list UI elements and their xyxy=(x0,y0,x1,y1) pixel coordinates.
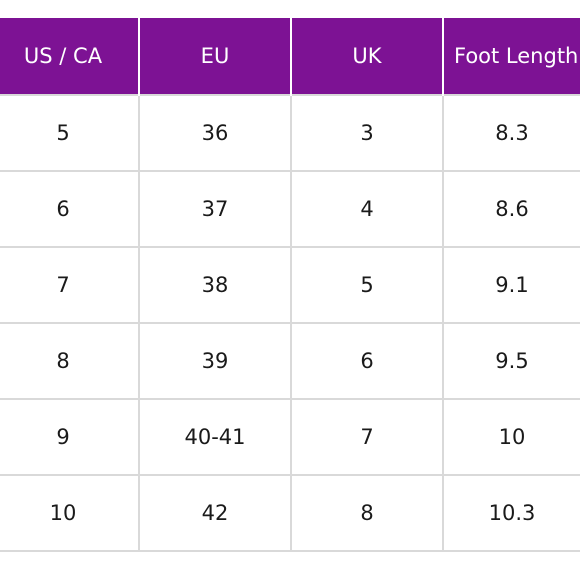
cell-foot-length: 10.3 xyxy=(442,474,580,552)
table-header: US / CA EU UK Foot Length xyxy=(0,18,580,95)
header-us-ca: US / CA xyxy=(0,18,140,95)
cell-eu: 42 xyxy=(138,474,292,552)
table-row: 10 42 8 10.3 xyxy=(0,474,580,552)
cell-us-ca: 5 xyxy=(0,94,140,172)
table-row: 8 39 6 9.5 xyxy=(0,322,580,400)
cell-eu: 39 xyxy=(138,322,292,400)
size-conversion-table: US / CA EU UK Foot Length 5 36 3 8.3 6 3… xyxy=(0,18,580,552)
cell-eu: 38 xyxy=(138,246,292,324)
cell-eu: 40-41 xyxy=(138,398,292,476)
cell-us-ca: 10 xyxy=(0,474,140,552)
table-row: 5 36 3 8.3 xyxy=(0,94,580,172)
cell-uk: 6 xyxy=(290,322,444,400)
table-row: 9 40-41 7 10 xyxy=(0,398,580,476)
header-eu: EU xyxy=(138,18,292,95)
table-row: 6 37 4 8.6 xyxy=(0,170,580,248)
cell-foot-length: 8.6 xyxy=(442,170,580,248)
cell-uk: 3 xyxy=(290,94,444,172)
cell-us-ca: 6 xyxy=(0,170,140,248)
cell-foot-length: 8.3 xyxy=(442,94,580,172)
cell-us-ca: 8 xyxy=(0,322,140,400)
cell-eu: 36 xyxy=(138,94,292,172)
cell-uk: 8 xyxy=(290,474,444,552)
header-row: US / CA EU UK Foot Length xyxy=(0,18,580,95)
header-uk: UK xyxy=(290,18,444,95)
cell-us-ca: 9 xyxy=(0,398,140,476)
cell-foot-length: 9.1 xyxy=(442,246,580,324)
cell-uk: 5 xyxy=(290,246,444,324)
cell-foot-length: 10 xyxy=(442,398,580,476)
header-foot-length: Foot Length xyxy=(442,18,580,95)
table-body: 5 36 3 8.3 6 37 4 8.6 7 38 5 9.1 8 39 6 xyxy=(0,94,580,552)
cell-uk: 4 xyxy=(290,170,444,248)
cell-eu: 37 xyxy=(138,170,292,248)
cell-uk: 7 xyxy=(290,398,444,476)
table-row: 7 38 5 9.1 xyxy=(0,246,580,324)
cell-us-ca: 7 xyxy=(0,246,140,324)
cell-foot-length: 9.5 xyxy=(442,322,580,400)
